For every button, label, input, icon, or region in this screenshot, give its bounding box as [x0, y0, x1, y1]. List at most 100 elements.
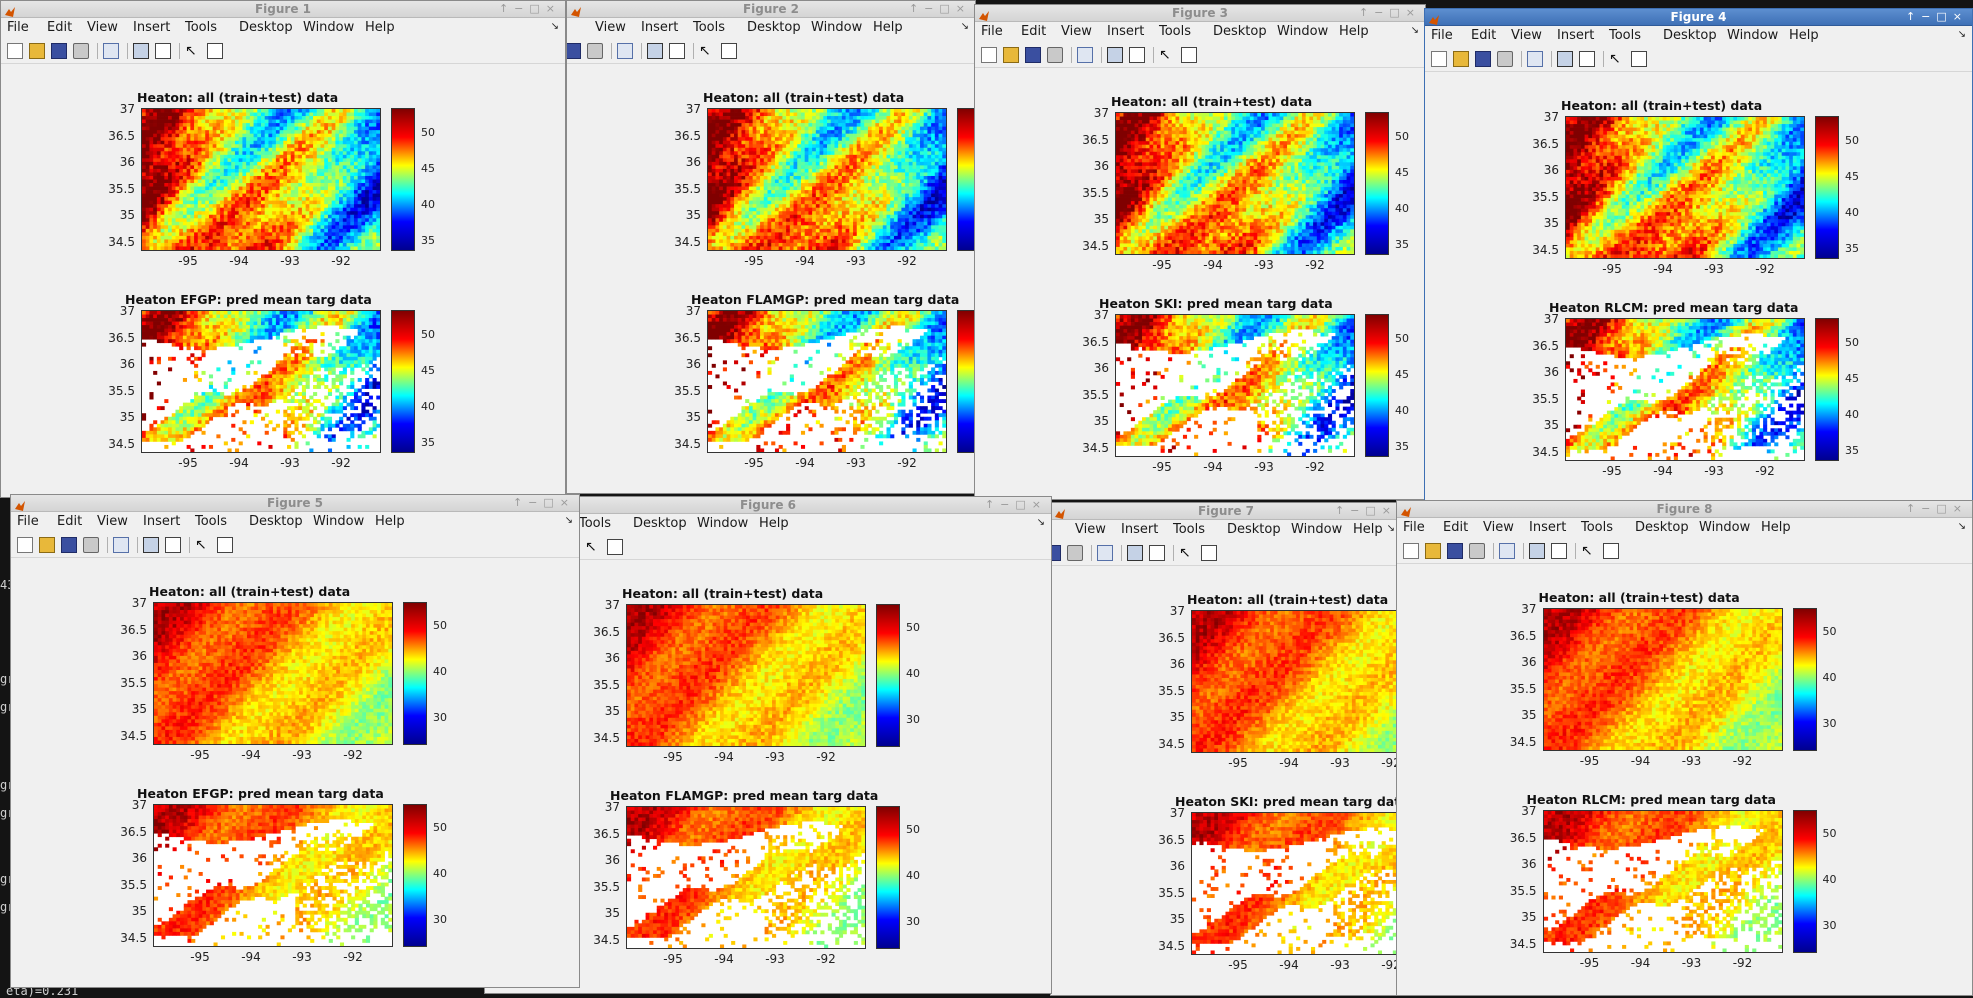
file-menu[interactable]: File: [7, 20, 29, 35]
map-cell: [175, 165, 180, 170]
print-icon[interactable]: [73, 43, 89, 59]
map-cell: [346, 172, 351, 177]
data-cursor-icon[interactable]: [155, 43, 171, 59]
map-cell: [186, 197, 191, 202]
dock-icon[interactable]: [647, 43, 663, 59]
figure-window[interactable]: Figure 2 ↑−□× View Insert Tools Desktop Window…: [566, 0, 976, 494]
property-editor-icon[interactable]: [207, 43, 223, 59]
property-editor-icon[interactable]: [721, 43, 737, 59]
data-cursor-icon[interactable]: [669, 43, 685, 59]
map-cell: [357, 221, 362, 226]
pointer-icon[interactable]: ↖: [699, 43, 715, 59]
map-cell: [171, 218, 176, 223]
figure-window[interactable]: Figure 1 ↑−□× File Edit View Insert Tools Deskt…: [0, 0, 566, 498]
map-cell: [923, 112, 928, 117]
link-plot-icon[interactable]: [617, 43, 633, 59]
map-axes[interactable]: [707, 108, 947, 251]
map-cell: [301, 423, 307, 428]
tools-menu[interactable]: Tools: [185, 20, 217, 35]
map-cell: [774, 112, 780, 117]
map-cell: [268, 325, 273, 329]
map-cell: [160, 246, 165, 250]
window-menu[interactable]: Window: [303, 20, 354, 35]
map-cell: [778, 140, 783, 145]
map-cell: [268, 197, 273, 202]
dock-arrow-icon[interactable]: ↘: [551, 21, 559, 32]
map-cell: [942, 116, 946, 120]
dock-icon[interactable]: [133, 43, 149, 59]
map-cell: [748, 154, 754, 159]
minimize-icon[interactable]: −: [924, 2, 939, 15]
map-cell: [327, 342, 333, 347]
insert-menu[interactable]: Insert: [133, 20, 170, 35]
map-cell: [220, 402, 225, 407]
help-menu[interactable]: Help: [365, 20, 395, 35]
tools-menu[interactable]: Tools: [693, 20, 725, 35]
map-cell: [376, 179, 380, 184]
map-cell: [335, 377, 340, 382]
insert-menu[interactable]: Insert: [641, 20, 678, 35]
window-menu[interactable]: Window: [811, 20, 862, 35]
map-cell: [179, 186, 184, 191]
map-cell: [186, 119, 191, 124]
window-controls[interactable]: ↑−□×: [499, 2, 561, 15]
map-cell: [324, 165, 329, 170]
save-icon[interactable]: [567, 43, 581, 59]
map-cell: [249, 311, 254, 315]
map-cell: [346, 190, 351, 194]
map-cell: [301, 211, 307, 216]
maximize-up-icon[interactable]: ↑: [499, 2, 514, 15]
desktop-menu[interactable]: Desktop: [747, 20, 801, 35]
desktop-menu[interactable]: Desktop: [239, 20, 293, 35]
maximize-icon[interactable]: □: [939, 2, 955, 15]
window-controls[interactable]: ↑−□×: [909, 2, 971, 15]
maximize-icon[interactable]: □: [529, 2, 545, 15]
minimize-icon[interactable]: −: [514, 2, 529, 15]
map-cell: [149, 427, 154, 432]
map-cell: [216, 200, 221, 205]
map-cell: [220, 332, 225, 337]
map-cell: [853, 154, 858, 159]
map-cell: [145, 235, 150, 240]
help-menu[interactable]: Help: [873, 20, 903, 35]
map-cell: [346, 204, 351, 209]
map-cell: [220, 158, 225, 163]
map-cell: [145, 126, 150, 131]
map-cell: [264, 388, 269, 393]
open-file-icon[interactable]: [29, 43, 45, 59]
map-cell: [227, 335, 232, 340]
map-cell: [223, 314, 228, 319]
close-icon[interactable]: ×: [956, 2, 971, 15]
maximize-up-icon[interactable]: ↑: [909, 2, 924, 15]
map-cell: [726, 119, 731, 124]
pointer-icon[interactable]: ↖: [185, 43, 201, 59]
map-cell: [268, 232, 273, 237]
window-titlebar[interactable]: Figure 1 ↑−□×: [1, 1, 565, 18]
window-titlebar[interactable]: Figure 2 ↑−□×: [567, 1, 975, 18]
colorbar[interactable]: [391, 310, 415, 453]
map-axes[interactable]: [141, 108, 381, 251]
map-cell: [298, 133, 303, 138]
link-plot-icon[interactable]: [103, 43, 119, 59]
map-cell: [313, 123, 318, 127]
map-axes[interactable]: [141, 310, 381, 453]
close-icon[interactable]: ×: [546, 2, 561, 15]
view-menu[interactable]: View: [595, 20, 626, 35]
map-cell: [309, 183, 314, 187]
new-figure-icon[interactable]: [7, 43, 23, 59]
edit-menu[interactable]: Edit: [47, 20, 72, 35]
map-cell: [261, 392, 266, 396]
map-cell: [279, 328, 284, 333]
map-cell: [264, 423, 269, 428]
map-cell: [287, 246, 292, 250]
dock-arrow-icon[interactable]: ↘: [961, 21, 969, 32]
map-cell: [342, 133, 347, 138]
save-icon[interactable]: [51, 43, 67, 59]
map-cell: [279, 154, 284, 159]
view-menu[interactable]: View: [87, 20, 118, 35]
map-cell: [335, 349, 340, 354]
map-cell: [153, 130, 158, 135]
print-icon[interactable]: [587, 43, 603, 59]
colorbar[interactable]: [391, 108, 415, 251]
map-cell: [220, 339, 225, 344]
